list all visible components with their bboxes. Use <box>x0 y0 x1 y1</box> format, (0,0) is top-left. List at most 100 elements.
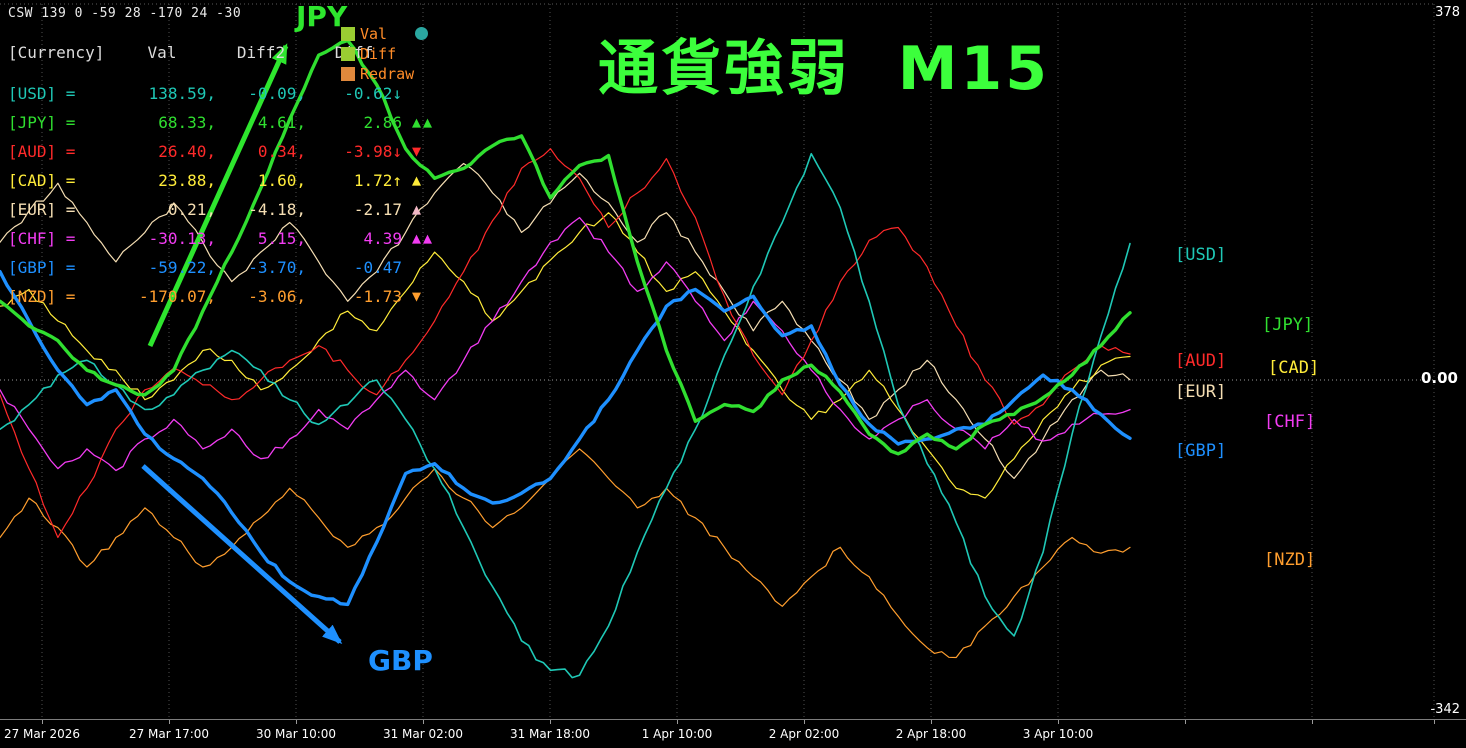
currency-diff: -3.98↓ <box>344 142 402 161</box>
axis-tick <box>169 720 170 724</box>
diff-swatch-icon <box>341 46 355 61</box>
currency-diff2: 0.34, <box>257 142 306 161</box>
time-label: 27 Mar 17:00 <box>128 727 210 741</box>
currency-val: -59.22, <box>148 258 216 277</box>
val-swatch-icon <box>341 26 355 41</box>
axis-tick <box>1434 720 1435 724</box>
time-axis: 27 Mar 2026 27 Mar 17:00 30 Mar 10:00 31 Ma… <box>0 719 1466 748</box>
currency-code: [CAD] = <box>8 171 76 190</box>
currency-diff2: 1.60, <box>257 171 306 190</box>
legend-row-aud: [AUD] = 26.40, 0.34, -3.98↓ ▼ <box>8 137 434 166</box>
series-line-chf <box>0 216 1131 472</box>
trend-arrows-icon: ▼ <box>412 142 424 160</box>
trend-arrows-icon: ▲ <box>412 200 424 218</box>
time-label: 30 Mar 10:00 <box>255 727 337 741</box>
indicator-status-line: CSW 139 0 -59 28 -170 24 -30 <box>8 6 242 21</box>
diff-button[interactable]: Diff <box>341 44 428 63</box>
currency-val: 23.88, <box>158 171 216 190</box>
currency-diff: 2.86 <box>363 113 402 132</box>
axis-tick <box>1185 720 1186 724</box>
legend-row-gbp: [GBP] = -59.22, -3.70, -0.47 <box>8 253 434 282</box>
currency-val: 138.59, <box>148 84 216 103</box>
legend-header-diff2: Diff2 <box>236 43 286 62</box>
series-line-aud <box>0 148 1131 539</box>
currency-val: -30.13, <box>148 229 216 248</box>
axis-tick <box>42 720 43 724</box>
currency-diff2: -3.06, <box>248 287 306 306</box>
axis-tick <box>423 720 424 724</box>
legend-header-val: Val <box>147 43 177 62</box>
indicator-buttons: Val Diff Redraw <box>341 24 429 84</box>
currency-code: [EUR] = <box>8 200 76 219</box>
currency-diff: 4.39 <box>363 229 402 248</box>
time-label: 2 Apr 18:00 <box>895 727 967 741</box>
currency-code: [USD] = <box>8 84 76 103</box>
currency-diff: -1.73 <box>353 287 402 306</box>
axis-tick <box>296 720 297 724</box>
currency-diff: 1.72↑ <box>353 171 402 190</box>
diff-button-label: Diff <box>360 44 397 63</box>
val-button-label: Val <box>360 24 388 43</box>
currency-diff: -2.17 <box>353 200 402 219</box>
currency-diff2: -3.70, <box>248 258 306 277</box>
axis-tick <box>1312 720 1313 724</box>
currency-code: [NZD] = <box>8 287 76 306</box>
currency-val: 0.21, <box>167 200 216 219</box>
time-label: 31 Mar 18:00 <box>509 727 591 741</box>
right-label-usd: [USD] <box>1175 245 1227 265</box>
price-scale-zero: 0.00 <box>1420 369 1458 387</box>
price-scale-max: 378 <box>1435 5 1460 20</box>
currency-diff2: 5.15, <box>257 229 306 248</box>
right-label-aud: [AUD] <box>1175 351 1227 371</box>
redraw-button[interactable]: Redraw <box>341 64 428 83</box>
currency-diff2: -4.18, <box>248 200 306 219</box>
legend-rows: [USD] = 138.59, -0.09, -0.62↓ [JPY] = 68.33, 4… <box>8 79 434 311</box>
currency-val: 26.40, <box>158 142 216 161</box>
series-line-gbp <box>0 270 1132 607</box>
currency-code: [GBP] = <box>8 258 76 277</box>
axis-tick <box>931 720 932 724</box>
series-line-usd <box>0 152 1131 679</box>
right-label-nzd: [NZD] <box>1264 550 1316 570</box>
axis-tick <box>550 720 551 724</box>
axis-tick <box>677 720 678 724</box>
time-label: 1 Apr 10:00 <box>641 727 713 741</box>
right-label-chf: [CHF] <box>1264 412 1316 432</box>
legend-row-cad: [CAD] = 23.88, 1.60, 1.72↑ ▲ <box>8 166 434 195</box>
currency-diff2: 4.61, <box>257 113 306 132</box>
legend-row-jpy: [JPY] = 68.33, 4.61, 2.86 ▲▲ <box>8 108 434 137</box>
time-label: 2 Apr 02:00 <box>768 727 840 741</box>
legend-row-chf: [CHF] = -30.13, 5.15, 4.39 ▲▲ <box>8 224 434 253</box>
currency-diff: -0.47 <box>353 258 402 277</box>
gbp-annotation-label: GBP <box>368 644 433 677</box>
price-scale-min: -342 <box>1430 702 1460 717</box>
val-button[interactable]: Val <box>341 24 429 43</box>
currency-legend: [Currency] Val Diff2 Diff [USD] = 138.59,… <box>8 38 434 311</box>
series-line-cad <box>0 212 1131 499</box>
legend-row-eur: [EUR] = 0.21, -4.18, -2.17 ▲ <box>8 195 434 224</box>
currency-diff: -0.62↓ <box>344 84 402 103</box>
jpy-annotation-label: JPY <box>296 0 348 33</box>
currency-val: -170.07, <box>138 287 216 306</box>
time-label: 3 Apr 10:00 <box>1022 727 1094 741</box>
redraw-button-label: Redraw <box>360 64 415 83</box>
right-label-gbp: [GBP] <box>1175 441 1227 461</box>
right-label-eur: [EUR] <box>1175 382 1227 402</box>
legend-row-usd: [USD] = 138.59, -0.09, -0.62↓ <box>8 79 434 108</box>
trend-arrows-icon: ▲ <box>412 171 424 189</box>
axis-tick <box>804 720 805 724</box>
legend-row-nzd: [NZD] = -170.07, -3.06, -1.73 ▼ <box>8 282 434 311</box>
currency-code: [AUD] = <box>8 142 76 161</box>
chart-title: 通貨強弱 M15 <box>598 34 1050 104</box>
currency-code: [JPY] = <box>8 113 76 132</box>
axis-tick <box>1058 720 1059 724</box>
right-label-jpy: [JPY] <box>1262 315 1314 335</box>
trend-arrows-icon: ▼ <box>412 287 424 305</box>
trend-arrows-icon: ▲▲ <box>412 229 435 247</box>
redraw-swatch-icon <box>341 66 355 81</box>
time-label: 27 Mar 2026 <box>3 727 81 741</box>
val-dot-icon <box>415 27 429 40</box>
legend-header-currency: [Currency] <box>8 43 105 62</box>
right-label-cad: [CAD] <box>1268 358 1320 378</box>
